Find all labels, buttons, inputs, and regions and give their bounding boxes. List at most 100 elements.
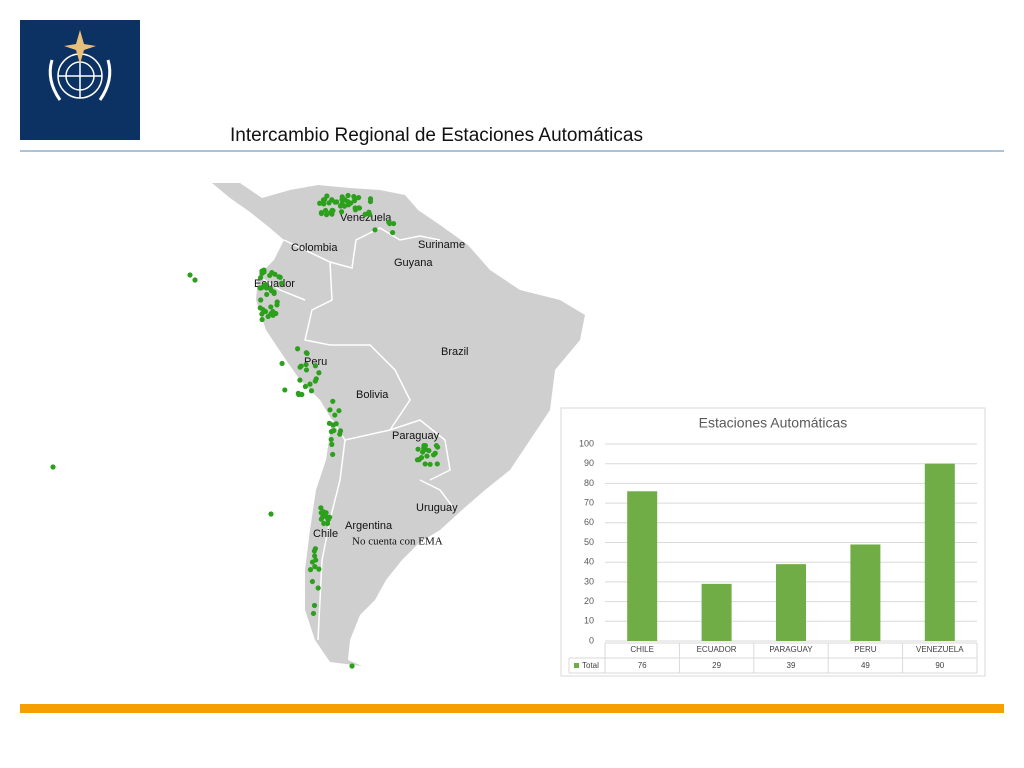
station-dot	[329, 441, 335, 447]
station-dot	[422, 461, 428, 467]
station-dot	[267, 286, 274, 292]
station-dot	[366, 209, 372, 215]
y-tick-label: 80	[584, 478, 594, 488]
station-dot	[268, 511, 274, 517]
station-dot	[352, 207, 359, 213]
station-dot	[339, 194, 345, 200]
map-label: Argentina	[345, 520, 393, 532]
station-dot	[259, 316, 265, 323]
legend-label: Total	[582, 661, 599, 670]
station-dot	[267, 272, 273, 279]
station-dot	[415, 446, 421, 452]
station-dot	[315, 585, 321, 591]
station-dot	[312, 363, 319, 369]
station-dot	[312, 564, 318, 570]
y-tick-label: 40	[584, 557, 594, 567]
station-dot	[389, 229, 396, 236]
y-tick-label: 100	[579, 438, 594, 448]
chart-title: Estaciones Automáticas	[699, 415, 848, 431]
station-dot	[421, 445, 427, 451]
station-dot	[50, 464, 56, 470]
station-dot	[297, 364, 303, 370]
map-label: Chile	[313, 528, 338, 540]
station-dot	[308, 388, 315, 394]
station-dot	[328, 436, 334, 443]
station-dot	[276, 274, 282, 280]
station-dot	[316, 566, 322, 572]
table-value: 39	[787, 661, 796, 670]
map-label: Guyana	[394, 257, 433, 269]
station-dot	[372, 227, 378, 233]
station-dot	[330, 451, 336, 458]
station-dot	[321, 201, 327, 207]
y-tick-label: 90	[584, 458, 594, 468]
station-dot	[332, 199, 338, 205]
y-tick-label: 50	[584, 537, 594, 547]
station-dot	[257, 305, 263, 311]
station-dot	[323, 510, 329, 516]
station-dot	[262, 308, 269, 315]
station-dot	[432, 450, 438, 456]
y-tick-label: 10	[584, 616, 594, 626]
station-dot	[367, 198, 374, 205]
station-dot	[330, 398, 336, 404]
station-dot	[264, 291, 270, 298]
station-dot	[318, 505, 324, 511]
x-tick-label: PERU	[854, 645, 876, 654]
station-dot	[312, 553, 318, 559]
map-label: Bolivia	[356, 389, 389, 401]
table-value: 90	[935, 661, 944, 670]
station-dot	[337, 431, 343, 437]
station-dot	[311, 602, 318, 609]
station-dot	[356, 195, 362, 201]
continent	[212, 183, 585, 666]
station-dot	[279, 360, 285, 367]
table-value: 49	[861, 661, 870, 670]
x-tick-label: VENEZUELA	[916, 645, 964, 654]
station-dot	[259, 311, 265, 317]
bar	[627, 491, 658, 641]
map-label: Venezuela	[340, 212, 392, 224]
table-value: 76	[638, 661, 647, 670]
station-dot	[327, 407, 333, 413]
x-tick-label: ECUADOR	[697, 645, 737, 654]
station-dot	[278, 280, 285, 286]
slide-title: Intercambio Regional de Estaciones Autom…	[230, 125, 643, 146]
station-dot	[352, 198, 358, 204]
station-dot	[192, 277, 198, 283]
station-dot	[302, 383, 309, 390]
station-dot	[326, 200, 332, 206]
station-dot	[312, 378, 318, 384]
station-dot	[258, 297, 264, 303]
station-dot	[304, 350, 310, 357]
station-dot	[322, 196, 328, 203]
station-dot	[307, 381, 313, 387]
station-dot	[433, 442, 440, 449]
station-dot	[323, 212, 330, 218]
station-dot	[390, 220, 397, 227]
legend-swatch	[574, 663, 579, 668]
station-dot	[329, 207, 335, 213]
station-dot	[427, 461, 433, 467]
map: Venezuela Colombia Suriname Guyana Ecuad…	[50, 183, 585, 669]
station-dot	[187, 272, 193, 278]
station-dot	[317, 200, 323, 206]
bar	[850, 544, 881, 641]
station-dot	[332, 412, 338, 418]
map-label: Brazil	[441, 346, 469, 358]
station-dot	[270, 312, 276, 318]
station-dot	[272, 271, 278, 277]
station-dots	[50, 192, 441, 669]
station-dot	[318, 210, 325, 217]
station-dot	[386, 219, 392, 225]
chart: 0 10 20 30 40 50 60 70 80 90 100 Total 76 29 39 49 90 CHI…	[568, 438, 978, 674]
y-tick-label: 20	[584, 596, 594, 606]
y-tick-label: 30	[584, 576, 594, 586]
station-dot	[321, 520, 327, 527]
station-dot	[310, 610, 317, 617]
station-dot	[362, 211, 368, 217]
station-dot	[274, 299, 280, 305]
map-label: Colombia	[291, 242, 338, 254]
station-dot	[324, 520, 331, 527]
y-tick-label: 60	[584, 517, 594, 527]
